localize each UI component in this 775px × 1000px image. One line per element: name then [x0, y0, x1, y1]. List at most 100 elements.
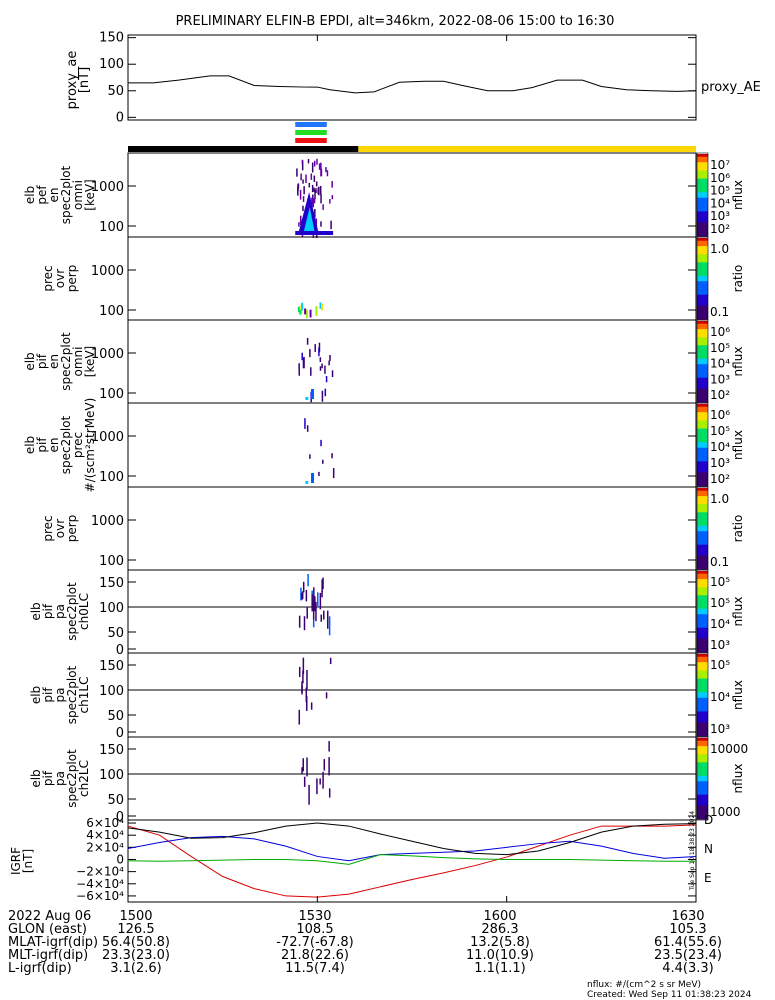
colorbar-swatch	[697, 792, 708, 796]
spectrogram-cell	[328, 741, 330, 752]
colorbar-swatch	[697, 275, 708, 280]
colorbar-label: 10⁵	[710, 184, 730, 198]
spectrogram-cell	[305, 589, 308, 602]
spectrogram-cell	[312, 619, 315, 628]
colorbar-swatch	[697, 641, 708, 645]
colorbar-swatch	[697, 528, 708, 532]
spectrogram-cell	[328, 360, 330, 366]
colorbar-swatch	[697, 646, 708, 650]
colorbar-swatch	[697, 579, 708, 583]
colorbar-swatch	[697, 748, 708, 753]
colorbar-swatch	[697, 353, 708, 357]
spectrogram-panel: 150100500elbpifpaspec2plotch2LC100001000…	[29, 736, 748, 825]
panel-ylabel-line: [keV]	[83, 346, 97, 377]
panel-colorbar: 10000 1000 nflux	[696, 736, 748, 821]
colorbar-swatch	[697, 305, 708, 309]
spectrogram-cell	[310, 173, 313, 180]
status-bar-segment	[128, 146, 359, 152]
colorbar-swatch	[697, 227, 708, 232]
colorbar-swatch	[697, 560, 708, 565]
proxy-ae-line	[128, 75, 697, 94]
panel-ylabel: elbpefenspec2plotomni[keV]	[23, 165, 97, 224]
colorbar-swatch	[697, 813, 708, 817]
colorbar-swatch	[697, 498, 708, 503]
colorbar-swatch	[697, 372, 708, 376]
spectrogram-cell	[298, 363, 300, 371]
colorbar-swatch	[697, 686, 708, 691]
ephemeris-value: 4.4(3.3)	[662, 961, 714, 976]
colorbar-swatch	[697, 256, 708, 261]
colorbar-swatch	[697, 434, 708, 438]
science-zone-bars	[295, 122, 327, 143]
panel-ylabel-line: ch1LC	[77, 677, 91, 714]
spectrogram-panel: 1000100elbpifenspec2plotprec#/(scm²strMe…	[23, 398, 745, 493]
colorbar-swatch	[697, 714, 708, 718]
spectrogram-cell	[328, 616, 331, 636]
ephemeris-value: 286.3	[481, 922, 518, 937]
spectrogram-cell	[318, 163, 321, 170]
spectrogram-cell	[303, 616, 306, 631]
spectrogram-cell	[311, 184, 314, 193]
spectrogram-cell	[313, 175, 316, 182]
colorbar-swatch	[697, 154, 708, 158]
ephemeris-table: 2022 Aug 06 1500 1530 1600 1630 GLON (east) 12…	[8, 909, 722, 976]
spectrogram-cell	[298, 615, 301, 628]
colorbar-swatch	[697, 189, 708, 193]
colorbar-swatch	[697, 345, 708, 349]
colorbar-swatch	[697, 633, 708, 637]
spectrogram-cell	[319, 302, 322, 309]
colorbar-swatch	[697, 377, 708, 381]
colorbar-swatch	[697, 517, 708, 521]
colorbar-swatch	[697, 756, 708, 761]
colorbar-swatch	[697, 743, 708, 747]
spectrogram-cell	[325, 167, 327, 173]
spectrogram-cell	[331, 370, 334, 378]
colorbar-swatch	[697, 388, 708, 392]
spectrogram-cell	[314, 344, 316, 352]
colorbar-swatch	[697, 453, 708, 457]
colorbar-swatch	[697, 262, 708, 266]
panel-frame	[127, 486, 697, 571]
spectrogram-cell	[306, 337, 309, 345]
colorbar-title: nflux	[731, 680, 745, 710]
spectrogram-cell	[315, 306, 318, 316]
proxy-ae-ytick-label: 50	[107, 84, 124, 99]
colorbar-label: 10²	[710, 222, 730, 236]
spectrogram-cell	[321, 590, 323, 598]
colorbar-swatch	[697, 773, 708, 777]
colorbar-title: nflux	[731, 597, 745, 627]
ephemeris-value: 1530	[298, 909, 331, 924]
colorbar-swatch	[697, 348, 708, 352]
panel-ylabel-line: prec	[71, 432, 85, 458]
panel-ytick-label: 1000	[91, 347, 124, 362]
colorbar-swatch	[697, 364, 708, 368]
colorbar-swatch	[697, 420, 708, 424]
colorbar-swatch	[697, 622, 708, 626]
spectrogram-cell	[331, 453, 333, 459]
panel-ylabel-line: pa	[53, 688, 67, 703]
colorbar-swatch	[697, 339, 708, 344]
spectrogram-cell	[302, 196, 305, 202]
spectrogram-cell	[312, 194, 314, 199]
colorbar-label: 1.0	[710, 492, 729, 506]
colorbar-swatch	[697, 385, 708, 390]
colorbar-swatch	[697, 442, 708, 446]
ephemeris-value: 1500	[119, 909, 152, 924]
colorbar-swatch	[697, 656, 708, 661]
colorbar-swatch	[697, 689, 708, 693]
colorbar-swatch	[697, 167, 708, 171]
spectrogram-panel: 150 100 50 0 elbpifpaspec2plotch0LC 10⁵ 10⁵ 10⁴…	[29, 569, 745, 658]
panel-ylabel-line: pif	[41, 770, 55, 786]
panel-ylabel-line: omni	[71, 180, 85, 210]
spectrogram-cell	[320, 168, 322, 177]
panel-ylabel-line: pif	[41, 687, 55, 703]
colorbar-swatch	[697, 703, 708, 707]
colorbar-label: 1.0	[710, 242, 729, 256]
ephemeris-label: MLT-igrf(dip)	[8, 948, 88, 963]
colorbar-swatch	[697, 635, 708, 640]
spectrogram-cell	[319, 778, 321, 785]
